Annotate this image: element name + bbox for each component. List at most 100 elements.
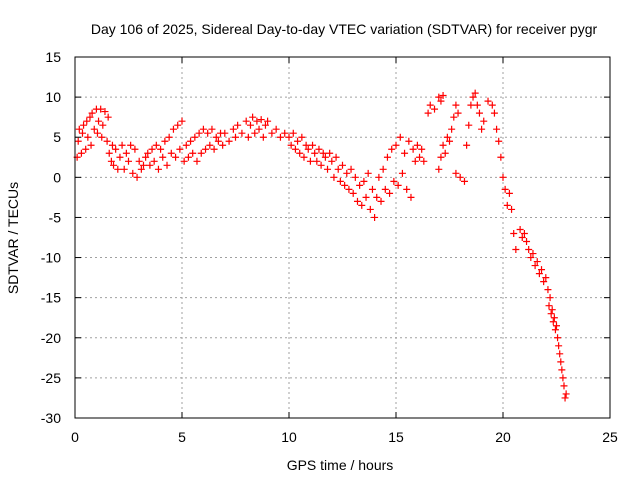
data-point	[339, 161, 346, 169]
data-point	[281, 129, 289, 137]
data-point	[478, 125, 486, 133]
data-point	[490, 109, 498, 117]
data-point	[471, 89, 479, 97]
data-point	[321, 153, 329, 161]
data-point	[437, 153, 445, 161]
data-point	[388, 145, 396, 153]
data-point	[125, 157, 132, 165]
data-point	[276, 133, 284, 141]
data-point	[405, 137, 413, 145]
data-point	[184, 153, 192, 161]
data-point	[324, 165, 332, 173]
data-point	[437, 97, 445, 105]
data-point	[298, 133, 306, 141]
data-point	[371, 213, 379, 221]
y-tick-label: 10	[45, 89, 61, 105]
x-tick-label: 15	[388, 429, 404, 445]
data-point	[557, 358, 565, 366]
y-tick-label: -15	[41, 290, 61, 306]
data-point	[294, 137, 302, 145]
data-point	[212, 133, 220, 141]
data-point	[108, 141, 116, 149]
data-point	[309, 141, 317, 149]
data-point	[139, 161, 147, 169]
data-point	[249, 113, 257, 121]
data-point	[356, 181, 364, 189]
data-point	[98, 133, 106, 141]
data-point	[257, 116, 265, 124]
data-point	[560, 382, 568, 390]
data-point	[383, 153, 391, 161]
data-point	[326, 149, 334, 157]
data-point	[118, 141, 126, 149]
data-point	[193, 157, 201, 165]
data-point	[159, 153, 167, 161]
data-point	[493, 125, 501, 133]
data-point	[129, 169, 137, 177]
data-point	[88, 109, 96, 117]
data-point	[259, 133, 267, 141]
data-point	[238, 129, 246, 137]
data-point	[413, 141, 421, 149]
data-point	[435, 165, 443, 173]
data-point	[77, 149, 85, 157]
y-tick-label: -10	[41, 250, 61, 266]
data-point	[416, 153, 424, 161]
data-point	[360, 177, 368, 185]
data-point	[83, 117, 91, 125]
data-point	[505, 189, 513, 197]
data-point	[533, 258, 541, 266]
data-point	[431, 105, 439, 113]
data-point	[542, 274, 550, 282]
data-point	[137, 165, 145, 173]
data-point	[103, 137, 111, 145]
data-point	[75, 125, 83, 133]
data-point	[407, 193, 415, 201]
data-point	[358, 201, 366, 209]
data-point	[234, 121, 242, 129]
data-point	[450, 113, 458, 121]
data-point	[82, 145, 90, 153]
data-point	[551, 326, 559, 334]
data-point	[101, 108, 109, 116]
data-point	[328, 157, 336, 165]
data-point	[544, 286, 552, 294]
data-point	[554, 334, 562, 342]
data-point	[441, 149, 449, 157]
data-point	[208, 125, 216, 133]
data-point	[424, 109, 432, 117]
data-point	[465, 121, 473, 129]
data-point	[80, 121, 88, 129]
data-point	[176, 145, 184, 153]
data-point	[304, 145, 312, 153]
data-point	[255, 125, 263, 133]
data-point	[403, 185, 411, 193]
y-tick-label: -25	[41, 370, 61, 386]
x-tick-label: 20	[495, 429, 511, 445]
data-point	[516, 225, 524, 233]
data-point	[381, 185, 389, 193]
data-point	[345, 185, 353, 193]
data-point	[114, 165, 122, 173]
data-point	[165, 133, 173, 141]
data-point	[364, 169, 372, 177]
data-point	[556, 350, 564, 358]
data-point	[545, 302, 553, 310]
data-point	[480, 117, 488, 125]
data-point	[469, 93, 477, 101]
data-point	[253, 117, 261, 125]
y-tick-label: -30	[41, 410, 61, 426]
data-point	[104, 113, 112, 121]
data-point	[379, 165, 387, 173]
chart-title: Day 106 of 2025, Sidereal Day-to-day VTE…	[91, 21, 598, 37]
data-point	[562, 390, 570, 398]
data-points	[73, 89, 570, 402]
data-point	[512, 246, 520, 254]
x-tick-label: 25	[602, 429, 618, 445]
data-point	[221, 129, 229, 137]
data-point	[74, 137, 82, 145]
plot-frame	[74, 56, 611, 419]
data-point	[93, 129, 101, 137]
x-tick-label: 10	[281, 429, 297, 445]
x-axis-label: GPS time / hours	[287, 457, 394, 473]
